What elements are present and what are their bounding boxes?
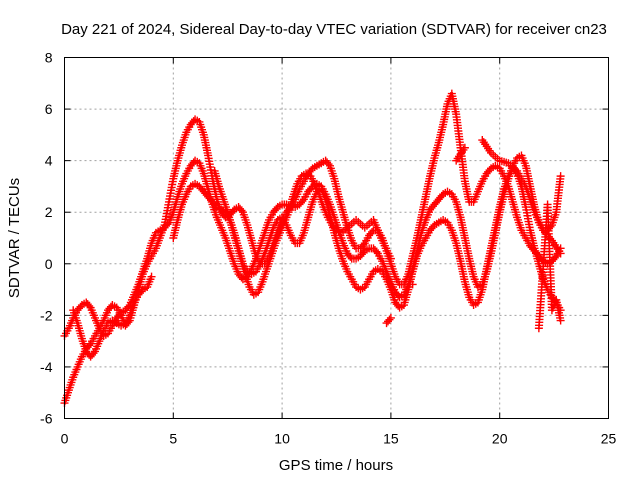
data-markers [60, 89, 565, 408]
x-axis-tick-labels: 0 5 10 15 20 25 [61, 431, 617, 447]
x-tick-label: 15 [383, 431, 399, 447]
data-point [85, 301, 94, 310]
y-tick-label: 0 [45, 256, 53, 272]
y-axis-title: SDTVAR / TECUs [6, 178, 23, 298]
x-tick-label: 0 [61, 431, 69, 447]
data-point [460, 143, 469, 152]
data-point [324, 160, 333, 169]
y-axis-tick-labels: -6 -4 -2 0 2 4 6 8 [40, 50, 53, 427]
data-point [163, 220, 172, 229]
y-tick-label: 8 [45, 50, 53, 66]
chart-title: Day 221 of 2024, Sidereal Day-to-day VTE… [61, 21, 607, 38]
plot-frame [64, 57, 609, 419]
data-point [346, 252, 355, 261]
y-tick-label: -2 [40, 307, 53, 323]
y-tick-label: 6 [45, 101, 53, 117]
x-tick-label: 5 [169, 431, 177, 447]
data-point [385, 315, 394, 324]
data-point [386, 313, 395, 322]
y-tick-label: 2 [45, 204, 53, 220]
data-point [556, 249, 565, 258]
axis-ticks [64, 57, 609, 419]
data-point [298, 197, 307, 206]
data-point [556, 316, 565, 325]
series-track-e [382, 136, 565, 333]
data-point [372, 247, 381, 256]
data-point [556, 172, 565, 181]
y-tick-label: -4 [40, 359, 53, 375]
data-point [368, 227, 377, 236]
data-point [89, 349, 98, 358]
y-tick-label: 4 [45, 153, 53, 169]
data-point [85, 341, 94, 350]
data-point [237, 206, 246, 215]
x-axis-title: GPS time / hours [279, 457, 393, 474]
series-track-d [210, 166, 395, 299]
x-tick-label: 10 [274, 431, 290, 447]
data-point [386, 254, 395, 263]
data-point [147, 272, 156, 281]
data-point [408, 280, 417, 289]
y-tick-label: -6 [40, 411, 53, 427]
x-tick-label: 20 [492, 431, 508, 447]
data-point [359, 240, 368, 249]
x-tick-label: 25 [601, 431, 617, 447]
